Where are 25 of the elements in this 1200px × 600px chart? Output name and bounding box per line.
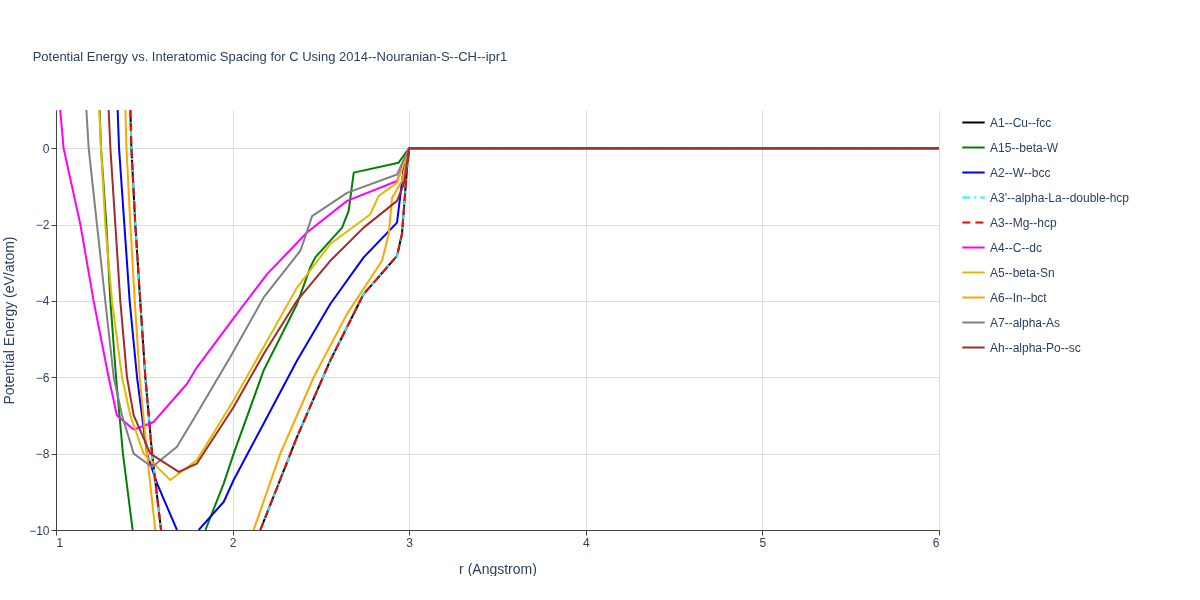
legend-label: A15--beta-W — [990, 140, 1059, 155]
y-axis-title: Potential Energy (eV/atom) — [1, 236, 18, 405]
chart-title: Potential Energy vs. Interatomic Spacing for C Using 2014--Nouranian-S--CH--ipr1 — [32, 49, 508, 64]
legend-label: A3--Mg--hcp — [990, 215, 1058, 230]
legend-label: A2--W--bcc — [990, 165, 1051, 180]
x-tick-label: 4 — [582, 535, 590, 550]
x-tick-label: 6 — [932, 535, 940, 550]
y-tick-label: 0 — [42, 141, 50, 156]
y-tick-label: −8 — [35, 447, 50, 462]
legend-label: A5--beta-Sn — [990, 265, 1055, 280]
y-tick-label: −10 — [29, 523, 50, 538]
y-tick-label: −2 — [35, 218, 50, 233]
y-tick-label: −6 — [35, 370, 50, 385]
x-tick-label: 1 — [56, 535, 64, 550]
legend-label: Ah--alpha-Po--sc — [990, 340, 1081, 355]
x-tick-label: 3 — [406, 535, 414, 550]
y-tick-label: −4 — [35, 294, 50, 309]
x-axis-title: r (Angstrom) — [459, 560, 537, 577]
legend-label: A4--C--dc — [990, 240, 1043, 255]
legend-label: A6--In--bct — [990, 290, 1048, 305]
legend-label: A1--Cu--fcc — [990, 115, 1052, 130]
x-tick-label: 5 — [759, 535, 767, 550]
legend-label: A7--alpha-As — [990, 315, 1061, 330]
legend-label: A3'--alpha-La--double-hcp — [990, 190, 1130, 205]
x-tick-label: 2 — [229, 535, 237, 550]
